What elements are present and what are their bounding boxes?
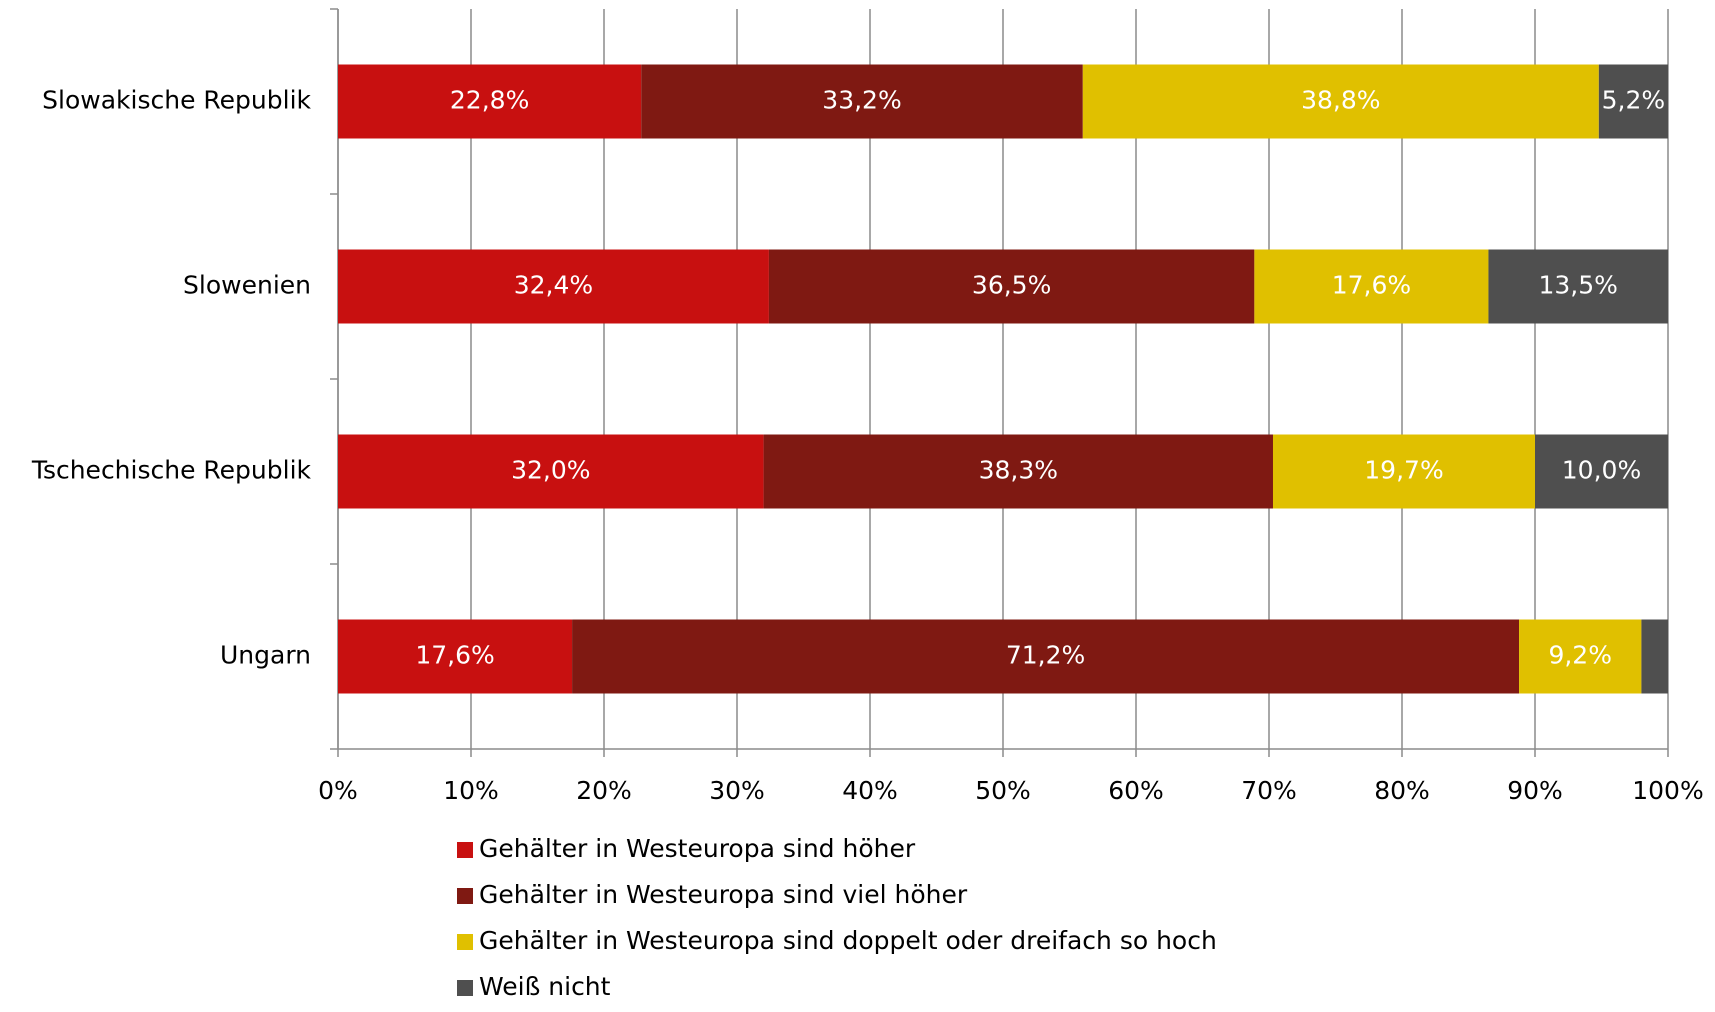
x-tick-label: 20% (576, 776, 632, 805)
y-tick-label: Ungarn (220, 641, 311, 670)
bar-segment (763, 434, 1273, 509)
value-label: 36,5% (972, 271, 1051, 300)
value-label: 9,2% (1548, 641, 1612, 670)
bar-segment (768, 249, 1255, 324)
value-label: 32,4% (514, 271, 593, 300)
x-tick-label: 80% (1374, 776, 1430, 805)
legend-swatch (457, 842, 473, 858)
bar-segment (338, 64, 642, 139)
value-label: 71,2% (1006, 641, 1085, 670)
bar-segment (1488, 249, 1668, 324)
legend-label: Weiß nicht (479, 972, 611, 1001)
value-label: 38,8% (1301, 86, 1380, 115)
value-label: 17,6% (415, 641, 494, 670)
y-tick-label: Slowakische Republik (42, 86, 311, 115)
x-tick-label: 50% (975, 776, 1031, 805)
bar-segment (1254, 249, 1489, 324)
value-label: 17,6% (1332, 271, 1411, 300)
x-tick-label: 60% (1108, 776, 1164, 805)
x-tick-label: 70% (1241, 776, 1297, 805)
bar-segment (1641, 619, 1668, 694)
value-label: 10,0% (1562, 456, 1641, 485)
legend-label: Gehälter in Westeuropa sind höher (479, 834, 916, 863)
bar-segment (1272, 434, 1535, 509)
bar-segment (338, 249, 769, 324)
y-tick-label: Slowenien (183, 271, 311, 300)
value-label: 5,2% (1602, 86, 1666, 115)
value-label: 32,0% (511, 456, 590, 485)
x-tick-label: 0% (318, 776, 358, 805)
legend-label: Gehälter in Westeuropa sind viel höher (479, 880, 968, 909)
bar-segment (1082, 64, 1599, 139)
value-label: 33,2% (822, 86, 901, 115)
bar-segment (338, 434, 764, 509)
x-tick-label: 40% (842, 776, 898, 805)
value-label: 38,3% (979, 456, 1058, 485)
value-label: 22,8% (450, 86, 529, 115)
bar-segment (338, 619, 573, 694)
x-tick-label: 30% (709, 776, 765, 805)
x-tick-label: 10% (443, 776, 499, 805)
bar-segment (1519, 619, 1642, 694)
legend-swatch (457, 888, 473, 904)
value-label: 13,5% (1539, 271, 1618, 300)
x-tick-label: 90% (1507, 776, 1563, 805)
bar-segment (572, 619, 1520, 694)
x-tick-label: 100% (1632, 776, 1703, 805)
value-label: 19,7% (1364, 456, 1443, 485)
legend-label: Gehälter in Westeuropa sind doppelt oder… (479, 926, 1217, 955)
bar-segment (1535, 434, 1668, 509)
legend-swatch (457, 934, 473, 950)
bar-segment (1598, 64, 1668, 139)
y-tick-label: Tschechische Republik (31, 456, 312, 485)
bar-segment (641, 64, 1083, 139)
legend-swatch (457, 980, 473, 996)
